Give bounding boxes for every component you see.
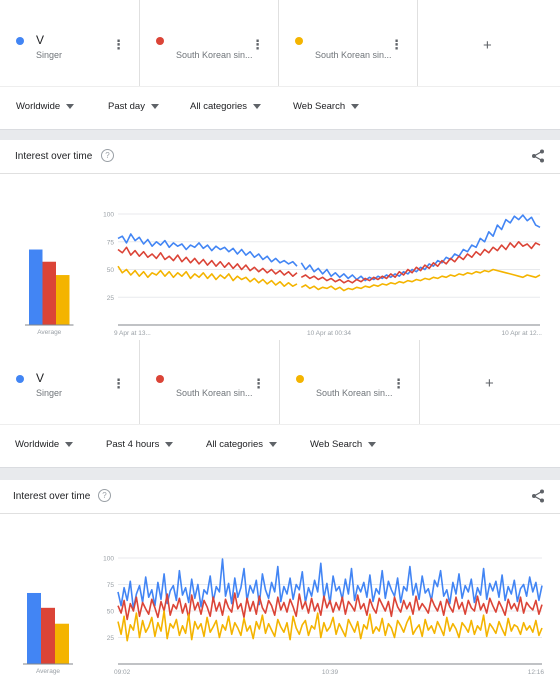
time-range-dropdown[interactable]: Past day <box>108 101 159 112</box>
average-label: Average <box>37 329 61 336</box>
x-tick-label: 10:39 <box>322 669 339 676</box>
more-options-icon[interactable]: ⋮ <box>390 37 403 52</box>
category-dropdown[interactable]: All categories <box>190 101 262 112</box>
interest-over-time-card: Interest over time ? Average 25 50 75 100 09:… <box>0 480 560 700</box>
card-header: Interest over time ? <box>0 140 560 174</box>
term-category: South Korean sin... <box>316 388 393 398</box>
term-category: South Korean sin... <box>315 50 392 60</box>
filters-bar: Worldwide Past 4 hours All categories We… <box>0 424 560 468</box>
term-category: Singer <box>36 50 63 60</box>
caret-down-icon <box>66 103 75 109</box>
search-terms-bar: V Singer ⋮ South Korean sin... ⋮ South K… <box>0 0 560 86</box>
caret-down-icon <box>269 441 278 447</box>
interest-chart: Average 25 50 75 100 09:02 10:39 12:16 <box>23 556 545 676</box>
more-options-icon[interactable]: ⋮ <box>112 37 125 52</box>
interest-chart: Average 25 50 75 100 9 Apr at 13... 10 Apr at … <box>25 212 543 337</box>
series-line <box>117 214 541 282</box>
series-color-dot <box>296 375 304 383</box>
plus-icon: + <box>485 375 494 392</box>
series-color-dot <box>16 37 24 45</box>
caret-down-icon <box>165 441 174 447</box>
card-title: Interest over time <box>13 491 91 502</box>
more-options-icon[interactable]: ⋮ <box>252 376 265 391</box>
y-tick-label: 75 <box>107 239 115 246</box>
more-options-icon[interactable]: ⋮ <box>251 37 264 52</box>
caret-down-icon <box>351 103 360 109</box>
x-tick-label: 10 Apr at 00:34 <box>307 330 351 337</box>
card-title: Interest over time <box>15 151 93 162</box>
plus-icon: + <box>483 37 492 54</box>
search-type-dropdown[interactable]: Web Search <box>310 439 377 450</box>
search-term-3[interactable]: South Korean sin... ⋮ <box>279 0 418 86</box>
search-term-2[interactable]: South Korean sin... ⋮ <box>140 0 279 86</box>
time-range-dropdown[interactable]: Past 4 hours <box>106 439 174 450</box>
comparison-panel-2: V Singer ⋮ South Korean sin... ⋮ South K… <box>0 340 560 700</box>
share-icon[interactable] <box>530 148 546 164</box>
term-category: South Korean sin... <box>176 388 253 398</box>
add-comparison-button[interactable]: + <box>418 0 560 86</box>
average-bar <box>29 249 43 325</box>
region-dropdown[interactable]: Worldwide <box>16 101 75 112</box>
series-color-dot <box>156 37 164 45</box>
series-line <box>117 265 541 292</box>
series-line <box>117 241 541 284</box>
average-bar <box>41 607 55 664</box>
add-comparison-button[interactable]: + <box>420 340 560 424</box>
x-tick-label: 9 Apr at 13... <box>114 330 151 337</box>
average-label: Average <box>36 668 60 675</box>
search-term-3[interactable]: South Korean sin... ⋮ <box>280 340 420 424</box>
help-icon[interactable]: ? <box>98 489 111 502</box>
section-gap <box>0 130 560 140</box>
search-term-1[interactable]: V Singer ⋮ <box>0 0 140 86</box>
search-type-dropdown[interactable]: Web Search <box>293 101 360 112</box>
help-icon[interactable]: ? <box>101 149 114 162</box>
caret-down-icon <box>368 441 377 447</box>
y-tick-label: 50 <box>107 267 115 274</box>
y-tick-label: 25 <box>107 295 115 302</box>
y-tick-label: 25 <box>107 635 115 642</box>
caret-down-icon <box>65 441 74 447</box>
comparison-panel-1: V Singer ⋮ South Korean sin... ⋮ South K… <box>0 0 560 340</box>
card-header: Interest over time ? <box>0 480 560 514</box>
x-tick-label: 09:02 <box>114 669 131 676</box>
y-tick-label: 100 <box>103 556 114 563</box>
series-line <box>117 558 543 610</box>
interest-over-time-card: Interest over time ? Average 25 50 75 100 9 A… <box>0 140 560 340</box>
y-tick-label: 75 <box>107 582 115 589</box>
average-bar <box>56 275 70 325</box>
x-tick-label: 10 Apr at 12... <box>502 330 543 337</box>
series-color-dot <box>156 375 164 383</box>
share-icon[interactable] <box>530 488 546 504</box>
y-tick-label: 100 <box>103 212 114 219</box>
region-dropdown[interactable]: Worldwide <box>15 439 74 450</box>
term-category: Singer <box>36 388 63 398</box>
search-terms-bar: V Singer ⋮ South Korean sin... ⋮ South K… <box>0 340 560 424</box>
filters-bar: Worldwide Past day All categories Web Se… <box>0 86 560 130</box>
more-options-icon[interactable]: ⋮ <box>112 376 125 391</box>
more-options-icon[interactable]: ⋮ <box>392 376 405 391</box>
category-dropdown[interactable]: All categories <box>206 439 278 450</box>
y-tick-label: 50 <box>107 609 115 616</box>
series-color-dot <box>16 375 24 383</box>
average-bar <box>42 261 56 325</box>
term-name: V <box>36 33 45 47</box>
average-bar <box>27 592 41 664</box>
search-term-2[interactable]: South Korean sin... ⋮ <box>140 340 280 424</box>
caret-down-icon <box>150 103 159 109</box>
term-name: V <box>36 371 45 385</box>
x-tick-label: 12:16 <box>528 669 545 676</box>
section-gap <box>0 468 560 480</box>
average-bar <box>55 623 69 664</box>
search-term-1[interactable]: V Singer ⋮ <box>0 340 140 424</box>
series-color-dot <box>295 37 303 45</box>
caret-down-icon <box>253 103 262 109</box>
series-line <box>117 610 543 642</box>
term-category: South Korean sin... <box>176 50 253 60</box>
